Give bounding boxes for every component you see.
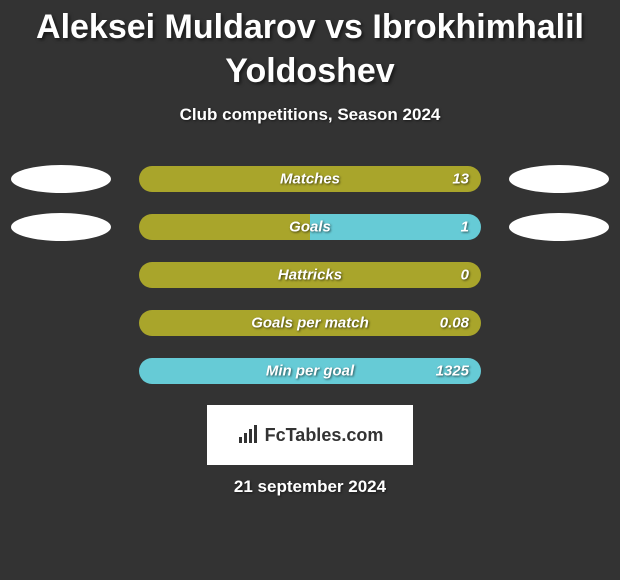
chart-container: Aleksei Muldarov vs Ibrokhimhalil Yoldos…: [0, 0, 620, 497]
stat-value-right: 1325: [436, 363, 469, 380]
stat-bar-right-fill: [310, 214, 481, 240]
right-bubble-spacer: [509, 261, 609, 289]
left-bubble-spacer: [11, 309, 111, 337]
stat-value-right: 0: [461, 267, 469, 284]
brand-text: FcTables.com: [265, 425, 384, 446]
brand-footer: FcTables.com: [207, 405, 413, 465]
stat-bar: Goals 1: [139, 214, 481, 240]
chart-subtitle: Club competitions, Season 2024: [0, 105, 620, 125]
stat-row: Hattricks 0: [7, 261, 613, 289]
stat-bar: Hattricks 0: [139, 262, 481, 288]
right-bubble-spacer: [509, 309, 609, 337]
stat-row: Min per goal 1325: [7, 357, 613, 385]
bars-icon: [237, 424, 259, 446]
left-bubble: [11, 213, 111, 241]
left-bubble-spacer: [11, 261, 111, 289]
stat-label: Min per goal: [266, 363, 354, 380]
stat-row: Goals 1: [7, 213, 613, 241]
stat-bar: Goals per match 0.08: [139, 310, 481, 336]
stat-label: Goals: [289, 219, 331, 236]
stat-bar-left-fill: [139, 214, 310, 240]
stat-label: Hattricks: [278, 267, 342, 284]
stat-rows: Matches 13 Goals 1 Hattricks 0 Goals per match…: [0, 165, 620, 385]
chart-title: Aleksei Muldarov vs Ibrokhimhalil Yoldos…: [0, 5, 620, 93]
right-bubble: [509, 165, 609, 193]
stat-value-right: 1: [461, 219, 469, 236]
left-bubble: [11, 165, 111, 193]
left-bubble-spacer: [11, 357, 111, 385]
stat-value-right: 13: [452, 171, 469, 188]
right-bubble: [509, 213, 609, 241]
stat-value-right: 0.08: [440, 315, 469, 332]
footer-date: 21 september 2024: [0, 477, 620, 497]
stat-bar: Min per goal 1325: [139, 358, 481, 384]
right-bubble-spacer: [509, 357, 609, 385]
stat-label: Goals per match: [251, 315, 369, 332]
stat-label: Matches: [280, 171, 340, 188]
stat-row: Matches 13: [7, 165, 613, 193]
stat-bar: Matches 13: [139, 166, 481, 192]
stat-row: Goals per match 0.08: [7, 309, 613, 337]
